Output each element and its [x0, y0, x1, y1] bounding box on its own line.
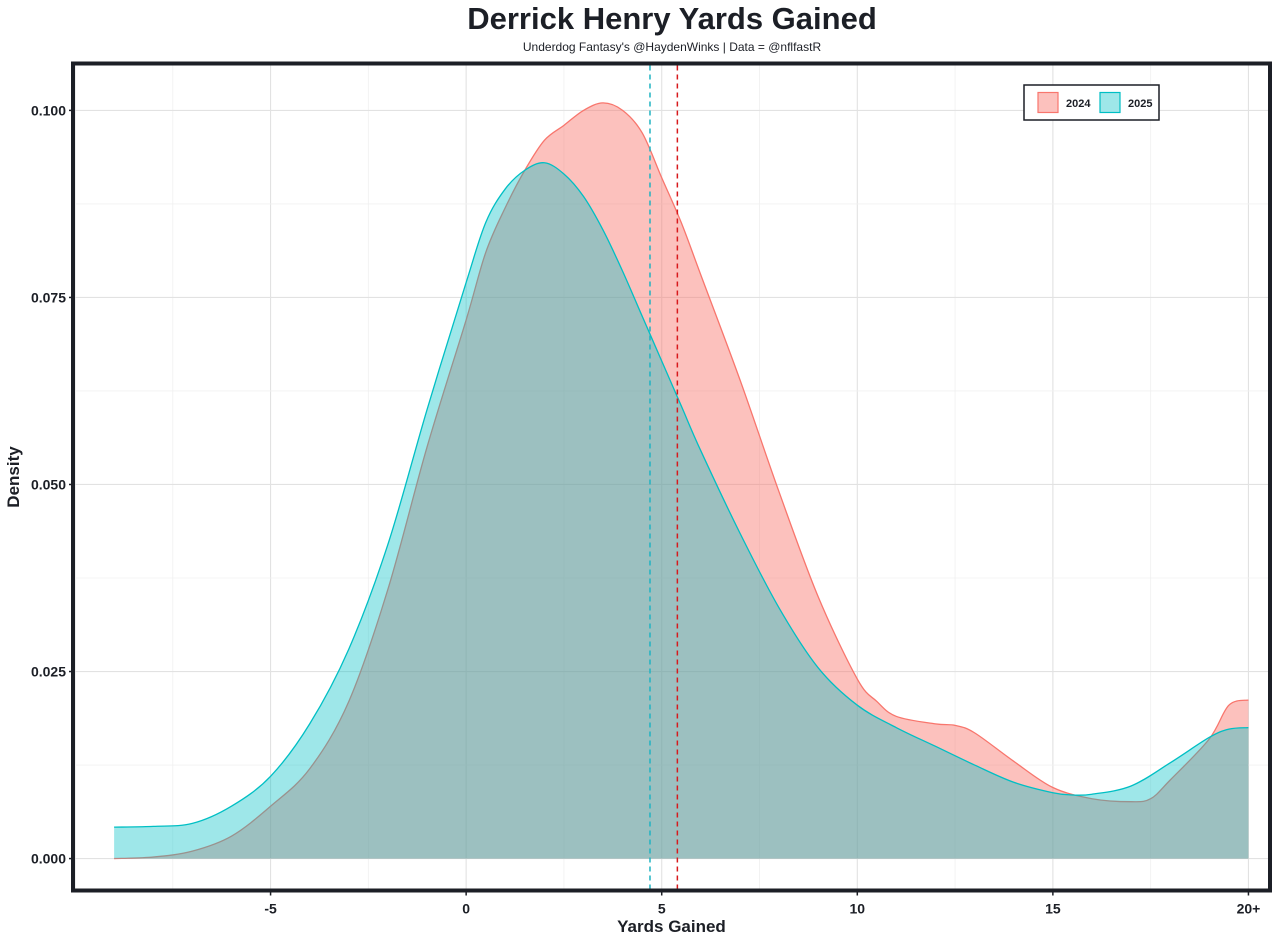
legend-swatch-2025 — [1099, 91, 1121, 114]
y-tick-label: 0.075 — [31, 289, 66, 305]
x-axis: -5 0 5 10 15 20+ — [264, 890, 1261, 917]
chart-subtitle: Underdog Fantasy's @HaydenWinks | Data =… — [522, 40, 822, 54]
x-tick-label: 20+ — [1237, 901, 1261, 917]
legend: 2024 2025 — [1023, 84, 1160, 121]
x-tick-label: 10 — [850, 901, 866, 917]
x-tick-label: 15 — [1045, 901, 1061, 917]
density-area-2024 — [114, 102, 1249, 859]
legend-swatch-2024 — [1037, 91, 1059, 114]
series-layer — [114, 102, 1249, 860]
density-line-2024 — [114, 102, 1249, 860]
legend-label-2024: 2024 — [1066, 98, 1091, 110]
y-tick-label: 0.000 — [31, 851, 66, 867]
x-axis-label: Yards Gained — [617, 917, 726, 936]
density-area-2025 — [114, 162, 1249, 859]
legend-label-2025: 2025 — [1128, 98, 1152, 110]
x-tick-label: -5 — [264, 901, 277, 917]
plot-frame — [71, 61, 1272, 893]
legend-box — [1023, 84, 1160, 121]
chart-title: Derrick Henry Yards Gained — [467, 1, 877, 36]
density-line-2025 — [114, 162, 1249, 828]
y-tick-label: 0.100 — [31, 102, 66, 118]
x-tick-label: 5 — [658, 901, 666, 917]
x-tick-label: 0 — [462, 901, 470, 917]
y-axis: 0.000 0.025 0.050 0.075 0.100 — [31, 102, 73, 867]
y-tick-label: 0.025 — [31, 664, 66, 680]
mean-lines — [649, 65, 679, 889]
y-tick-label: 0.050 — [31, 476, 66, 492]
y-axis-label: Density — [4, 446, 23, 508]
